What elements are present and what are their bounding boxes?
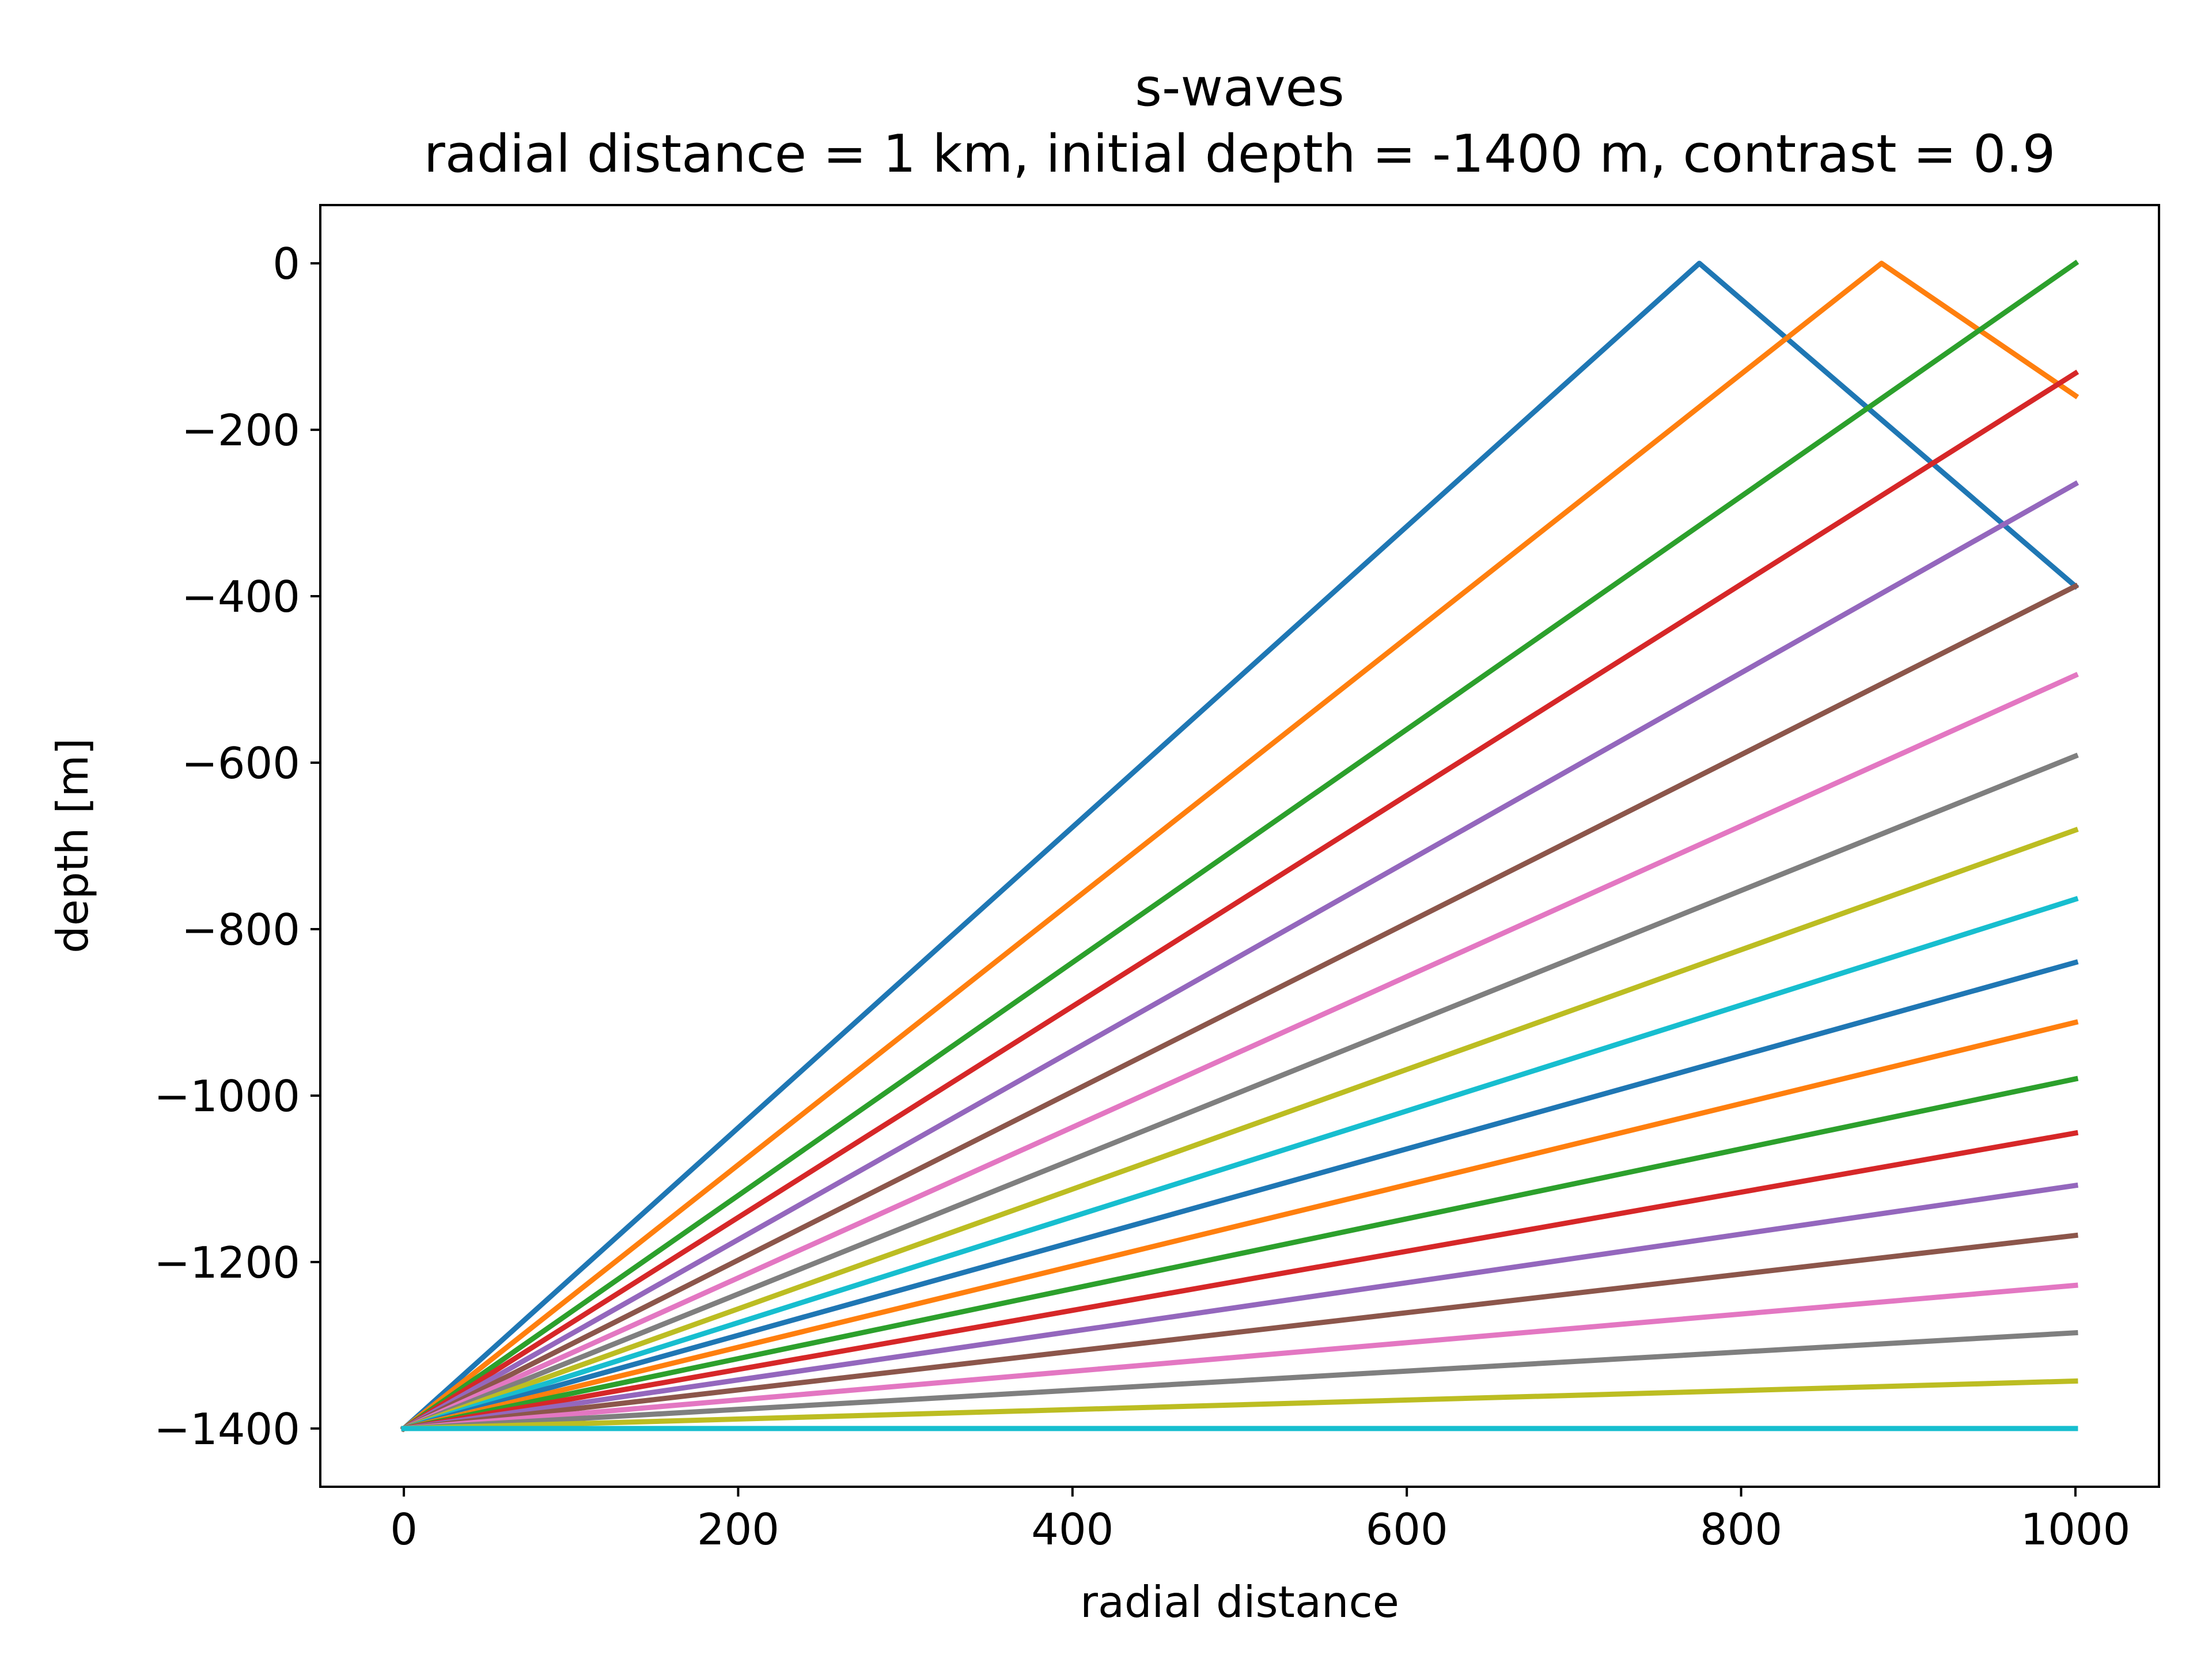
series-line-3 — [400, 259, 2080, 1433]
series-line-17 — [401, 1282, 2078, 1431]
plot-lines — [400, 259, 2080, 1433]
series-line-5 — [400, 480, 2080, 1433]
x-tick-label: 600 — [1366, 1504, 1448, 1555]
x-tick-label: 200 — [697, 1504, 779, 1555]
series-line-14 — [400, 1130, 2079, 1432]
x-tick-label: 400 — [1031, 1504, 1113, 1555]
x-tick-label: 0 — [390, 1504, 418, 1555]
series-line-8 — [400, 752, 2079, 1432]
y-tick-label: −200 — [181, 405, 300, 456]
series-line-13 — [400, 1075, 2079, 1432]
series-line-4 — [400, 369, 2080, 1433]
x-tick-label: 1000 — [2020, 1504, 2130, 1555]
series-line-10 — [400, 896, 2079, 1432]
series-line-2 — [400, 260, 2080, 1433]
series-line-9 — [400, 827, 2079, 1432]
y-axis-ticks: 0 −200 −400 −600 −800 −1000 −1200 −1400 — [154, 238, 320, 1455]
y-tick-label: −1000 — [154, 1071, 300, 1122]
series-line-6 — [400, 582, 2079, 1432]
series-line-7 — [400, 672, 2079, 1432]
chart-subtitle: radial distance = 1 km, initial depth = … — [424, 124, 2056, 184]
series-line-19 — [401, 1378, 2078, 1431]
chart-title: s-waves — [1135, 58, 1344, 118]
x-axis-label: radial distance — [1080, 1577, 1399, 1627]
y-axis-label: depth [m] — [47, 738, 98, 953]
y-tick-label: −800 — [181, 904, 300, 955]
y-tick-label: 0 — [272, 238, 300, 289]
x-axis-ticks: 0 200 400 600 800 1000 — [390, 1487, 2130, 1555]
series-line-11 — [400, 959, 2079, 1432]
y-tick-label: −1400 — [154, 1404, 300, 1455]
series-line-15 — [400, 1182, 2079, 1432]
series-line-1 — [400, 260, 2080, 1433]
y-tick-label: −600 — [181, 738, 300, 789]
series-line-12 — [400, 1019, 2079, 1432]
y-tick-label: −400 — [181, 571, 300, 622]
x-tick-label: 800 — [1700, 1504, 1782, 1555]
series-line-18 — [401, 1330, 2078, 1431]
series-line-16 — [401, 1232, 2078, 1431]
plot-frame — [319, 204, 2160, 1488]
y-tick-label: −1200 — [154, 1237, 300, 1288]
